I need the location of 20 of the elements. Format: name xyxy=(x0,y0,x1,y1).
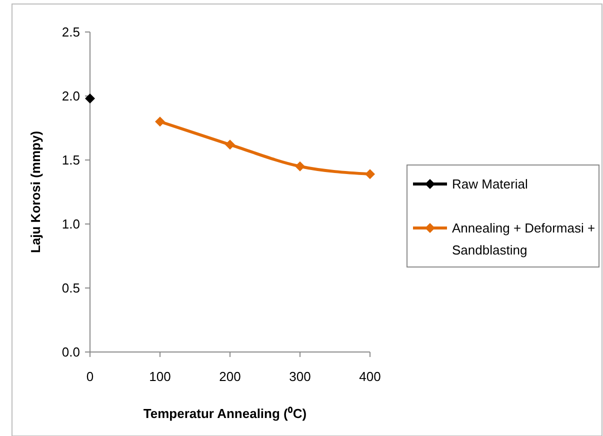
y-tick-label: 1.5 xyxy=(62,152,80,168)
y-tick-label: 0.5 xyxy=(62,280,80,296)
y-tick-label: 0.0 xyxy=(62,344,80,360)
x-tick-label: 200 xyxy=(219,369,241,384)
legend-label: Raw Material xyxy=(452,176,528,192)
point xyxy=(225,140,235,150)
y-tick-label: 2.5 xyxy=(62,24,80,40)
legend-label: Annealing + Deformasi + Sandblasting xyxy=(452,220,596,258)
y-tick-label: 2.0 xyxy=(62,88,80,104)
point xyxy=(85,94,95,104)
y-tick-label: 1.0 xyxy=(62,216,80,232)
point xyxy=(155,116,165,127)
x-tick-label: 100 xyxy=(149,369,171,384)
x-tick-label: 400 xyxy=(359,369,381,384)
point xyxy=(295,161,305,172)
point xyxy=(365,169,375,180)
x-tick-label: 0 xyxy=(86,369,94,384)
x-tick-label: 300 xyxy=(289,369,311,384)
y-axis-title: Laju Korosi (mmpy) xyxy=(28,130,43,254)
x-axis-title: Temperatur Annealing (⁰C) xyxy=(143,406,307,421)
